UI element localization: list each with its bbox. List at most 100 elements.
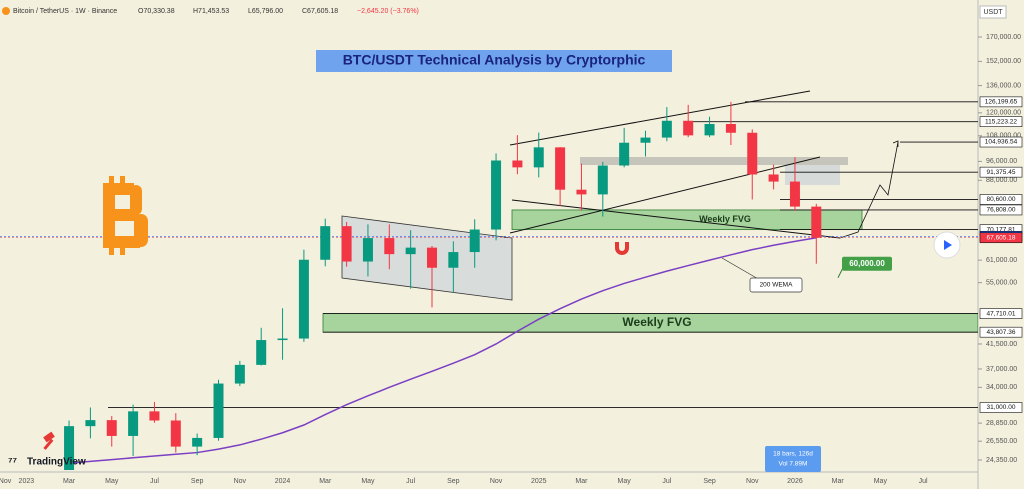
x-tick-label: Jul xyxy=(150,478,159,485)
candle-body xyxy=(64,426,75,470)
y-tick-label: 88,000.00 xyxy=(986,177,1017,184)
symbol: Bitcoin / TetherUS · 1W · Binance xyxy=(13,8,117,15)
price-target: 60,000.00 xyxy=(849,259,885,268)
ohlc-close: C67,605.18 xyxy=(302,8,338,15)
x-tick-label: Nov xyxy=(490,478,503,485)
candle-body xyxy=(704,123,715,136)
level-label: 80,600.00 xyxy=(987,196,1016,203)
x-tick-label: Jul xyxy=(919,478,928,485)
y-tick-label: 55,000.00 xyxy=(986,280,1017,287)
candle-body xyxy=(427,247,437,268)
level-box xyxy=(979,136,1023,148)
x-tick-label: Nov xyxy=(234,478,247,485)
candle-body xyxy=(725,123,736,133)
annotation-pointer xyxy=(721,257,761,281)
x-tick-label: 2024 xyxy=(275,478,291,485)
y-tick-label: 24,350.00 xyxy=(986,457,1017,464)
x-tick-label: Mar xyxy=(319,478,332,485)
trendline xyxy=(509,90,811,146)
candle-body xyxy=(405,247,416,255)
x-tick-label: Jul xyxy=(662,478,671,485)
candle-body xyxy=(512,160,523,168)
title-box xyxy=(316,50,672,72)
candle-body xyxy=(362,238,373,262)
y-tick-label: 170,000.00 xyxy=(986,34,1021,41)
ohlc-open: O70,330.38 xyxy=(138,8,175,15)
y-tick-label: 61,000.00 xyxy=(986,257,1017,264)
price-target-box xyxy=(842,256,892,271)
level-box xyxy=(979,166,1023,178)
y-tick-label: 120,000.00 xyxy=(986,110,1021,117)
x-tick-label: Mar xyxy=(63,478,76,485)
brand: TradingView xyxy=(27,457,86,468)
candle-body xyxy=(384,238,395,255)
x-tick-label: May xyxy=(618,478,632,485)
candle-body xyxy=(320,226,331,260)
candle-body xyxy=(298,259,309,339)
trendline xyxy=(509,156,821,234)
candle-body xyxy=(106,420,117,436)
y-tick-label: 108,000.00 xyxy=(986,133,1021,140)
candle-body xyxy=(576,189,587,195)
level-label: 91,375.45 xyxy=(987,169,1016,176)
candle-body xyxy=(149,411,160,421)
level-label: 43,807.36 xyxy=(987,329,1016,336)
hammer-icon xyxy=(43,431,55,450)
trendline xyxy=(511,199,841,239)
candle-body xyxy=(213,383,224,438)
x-tick-label: Sep xyxy=(447,478,460,485)
level-box xyxy=(979,232,1023,244)
candle-body xyxy=(640,137,651,143)
unit: USDT xyxy=(983,9,1003,16)
level-label: 115,223.22 xyxy=(985,118,1017,125)
projection xyxy=(839,141,899,239)
x-tick-label: Mar xyxy=(575,478,588,485)
candle-body xyxy=(192,437,203,447)
brand-mark: ⁷⁷ xyxy=(8,456,18,468)
measure-volume: Vol 7.89M xyxy=(779,461,808,468)
level-box xyxy=(979,326,1023,338)
candle-body xyxy=(128,411,139,436)
level-label: 70,177.81 xyxy=(987,226,1016,233)
resistance-band xyxy=(580,157,848,165)
level-box xyxy=(979,96,1023,108)
level-label: 104,936.54 xyxy=(985,139,1018,146)
projection-arrow xyxy=(892,140,899,147)
candle-body xyxy=(448,252,459,268)
candle-body xyxy=(619,142,630,166)
x-tick-label: May xyxy=(874,478,888,485)
level-box xyxy=(979,204,1023,216)
candle-body xyxy=(469,229,480,253)
x-tick-label: Jul xyxy=(406,478,415,485)
coin-icon xyxy=(2,7,10,15)
level-box xyxy=(979,308,1023,319)
y-tick-label: 41,500.00 xyxy=(986,341,1017,348)
plot-area: Weekly FVG Weekly FVG xyxy=(0,90,978,470)
unit-box xyxy=(979,5,1007,19)
x-tick-label: 2025 xyxy=(531,478,547,485)
candle-body xyxy=(277,338,288,341)
play-icon xyxy=(944,240,952,250)
candle-body xyxy=(341,226,352,262)
x-tick-label: Nov xyxy=(746,478,759,485)
level-box xyxy=(979,194,1023,205)
y-tick-label: 34,000.00 xyxy=(986,384,1017,391)
y-tick-label: 96,000.00 xyxy=(986,158,1017,165)
fvg-label: Weekly FVG xyxy=(699,214,751,224)
fvg-label: Weekly FVG xyxy=(622,315,691,329)
ohlc-low: L65,796.00 xyxy=(248,8,283,15)
candle-body xyxy=(768,174,779,182)
chart-title: BTC/USDT Technical Analysis by Cryptorph… xyxy=(343,52,646,68)
candle-body xyxy=(85,420,96,427)
measure-bars: 18 bars, 126d xyxy=(773,451,813,458)
wema-line xyxy=(68,237,817,464)
y-tick-label: 26,550.00 xyxy=(986,438,1017,445)
level-label: 126,199.65 xyxy=(985,99,1018,106)
x-tick-label: Nov xyxy=(0,478,12,485)
level-label: 31,000.00 xyxy=(987,404,1016,411)
y-tick-label: 152,000.00 xyxy=(986,58,1021,65)
bitcoin-logo xyxy=(103,176,148,255)
candle-body xyxy=(597,165,608,195)
candle-body xyxy=(789,181,800,207)
